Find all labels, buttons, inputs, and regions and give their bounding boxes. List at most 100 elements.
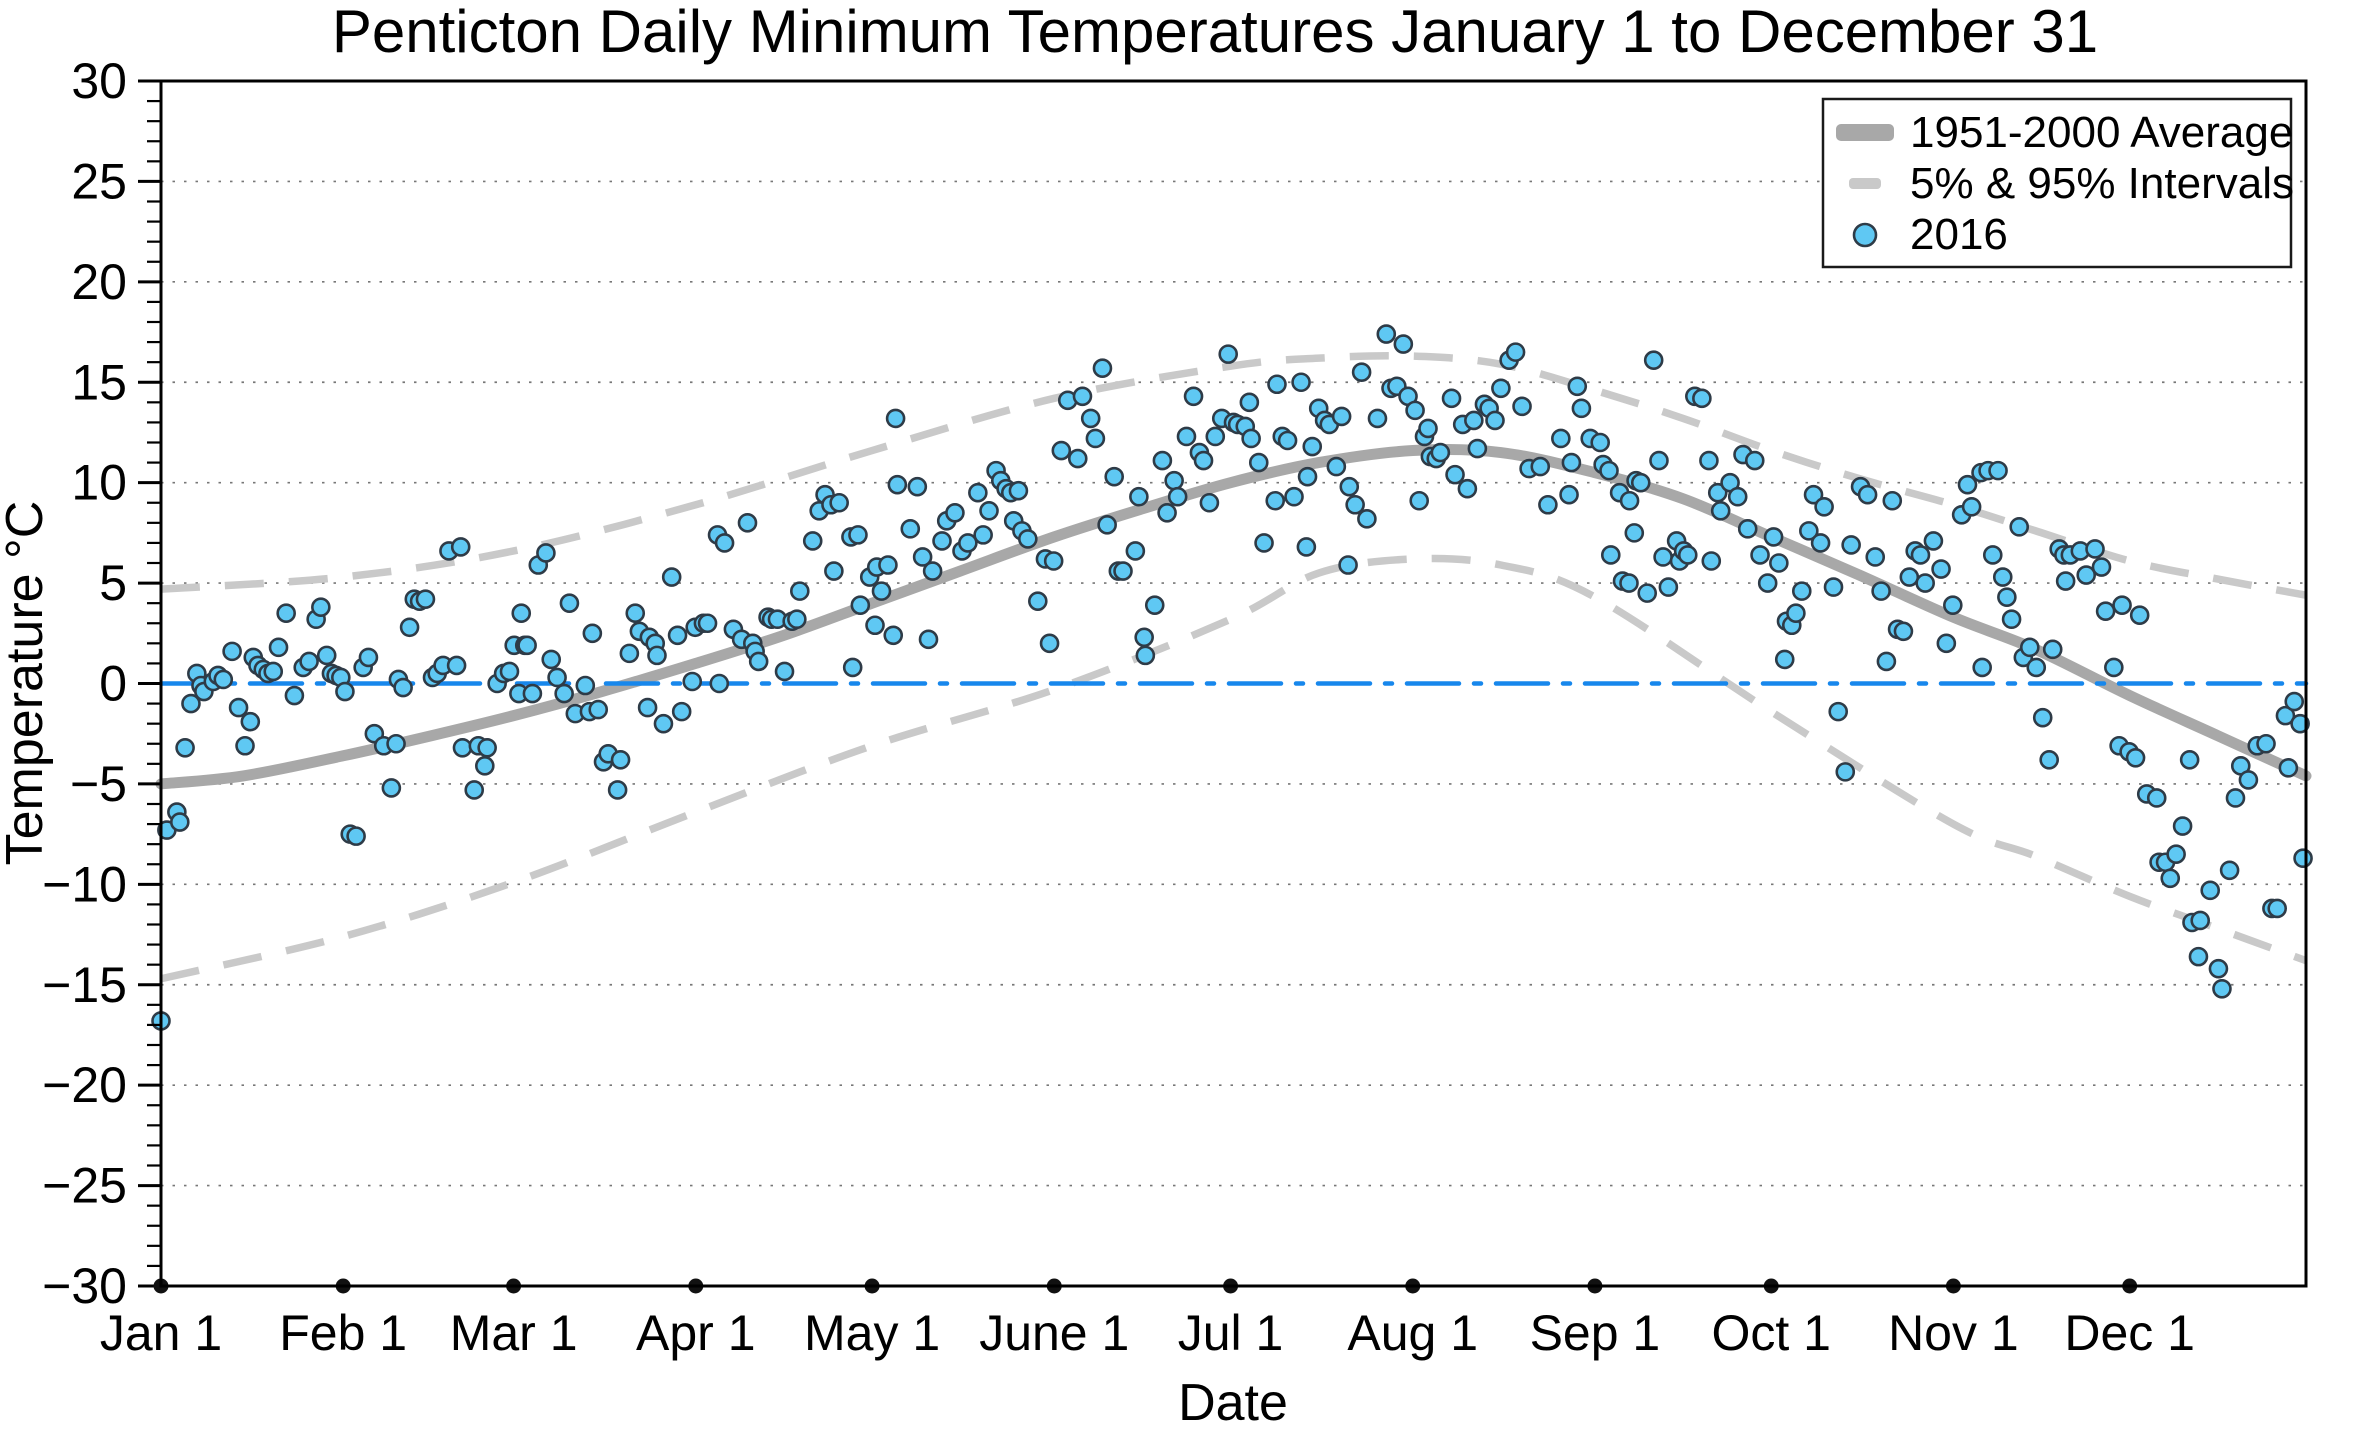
- legend-item-average: 1951-2000 Average: [1910, 108, 2293, 157]
- data-point-2016: [653, 713, 674, 734]
- data-point-2016: [932, 531, 952, 551]
- data-point-2016: [1326, 456, 1347, 477]
- y-tick-label: 20: [71, 254, 127, 310]
- data-point-2016: [1393, 334, 1414, 354]
- data-point-2016: [885, 408, 906, 429]
- curves: [155, 352, 2312, 983]
- data-point-2016: [276, 603, 296, 624]
- data-point-2016: [1409, 490, 1430, 511]
- data-point-2016: [268, 637, 289, 658]
- data-point-2016: [1961, 496, 1982, 517]
- data-point-2016: [346, 826, 366, 846]
- upper-95-interval-line: [160, 352, 2307, 599]
- data-point-2016: [1707, 482, 1728, 503]
- data-point-2016: [697, 613, 718, 634]
- y-tick-label: 0: [99, 656, 127, 712]
- data-point-2016: [517, 635, 537, 656]
- data-point-2016: [284, 685, 305, 706]
- data-point-2016: [2146, 788, 2167, 808]
- data-point-2016: [1199, 492, 1220, 513]
- data-point-2016: [1972, 657, 1992, 678]
- data-point-2016: [1931, 559, 1951, 579]
- data-point-2016: [1345, 494, 1365, 515]
- data-point-2016: [1129, 486, 1149, 507]
- data-point-2016: [2256, 733, 2276, 754]
- data-point-2016: [883, 625, 904, 646]
- data-point-2016: [2095, 601, 2116, 622]
- chart-title: Penticton Daily Minimum Temperatures Jan…: [332, 0, 2098, 65]
- data-point-2016: [2188, 946, 2209, 967]
- data-point-2016: [2267, 898, 2288, 919]
- data-point-2016: [547, 667, 567, 688]
- data-point-2016: [774, 661, 795, 682]
- data-point-2016: [1982, 545, 2003, 565]
- data-point-2016: [2019, 637, 2040, 658]
- data-point-2016: [335, 681, 355, 702]
- data-point-2016: [1871, 581, 1891, 601]
- legend-item-2016: 2016: [1910, 210, 2008, 259]
- data-point-2016: [1297, 466, 1318, 487]
- data-point-2016: [1658, 577, 1679, 597]
- data-point-2016: [2275, 705, 2296, 726]
- data-point-2016: [1039, 633, 1060, 654]
- data-point-2016: [1080, 408, 1101, 429]
- data-point-2016: [2055, 571, 2076, 591]
- data-point-2016: [1865, 547, 1886, 567]
- data-point-2016: [2076, 565, 2097, 585]
- y-tick-label: −15: [42, 957, 127, 1013]
- data-point-2016: [912, 547, 933, 567]
- data-point-2016: [1241, 428, 1261, 449]
- data-point-2016: [1113, 561, 1133, 581]
- data-point-2016: [1125, 541, 1146, 561]
- data-point-2016: [1248, 452, 1269, 473]
- data-point-2016: [1750, 545, 1770, 565]
- data-point-2016: [1841, 535, 1861, 555]
- data-point-2016: [1710, 500, 1731, 521]
- data-point-2016: [1643, 350, 1664, 370]
- data-point-2016: [1367, 408, 1388, 429]
- data-point-2016: [1744, 450, 1765, 471]
- data-point-2016: [1551, 428, 1571, 449]
- data-point-2016: [871, 581, 892, 601]
- data-point-2016: [1183, 386, 1204, 407]
- data-point-2016: [446, 655, 467, 676]
- data-point-2016: [1097, 515, 1117, 535]
- y-tick-label: −25: [42, 1158, 127, 1214]
- data-point-2016: [2032, 707, 2053, 728]
- y-tick-label: 10: [71, 455, 127, 511]
- data-point-2016: [2208, 958, 2229, 979]
- data-point-2016: [235, 735, 255, 756]
- data-point-2016: [559, 593, 580, 613]
- data-point-2016: [386, 733, 406, 754]
- data-point-2016: [1882, 490, 1903, 511]
- data-point-2016: [1338, 555, 1358, 575]
- y-tick-label: −10: [42, 856, 127, 912]
- data-point-2016: [2026, 657, 2047, 678]
- data-point-2016: [1018, 529, 1038, 549]
- data-point-2016: [1757, 573, 1778, 593]
- data-point-2016: [918, 629, 939, 650]
- data-point-2016: [2190, 910, 2211, 931]
- data-point-2016: [1152, 450, 1173, 471]
- data-point-2016: [1512, 396, 1532, 417]
- data-point-2016: [511, 603, 532, 624]
- data-point-2016: [2166, 844, 2186, 865]
- data-point-2016: [907, 476, 928, 497]
- data-point-2016: [1619, 573, 1639, 593]
- interval-dash-swatch-icon: [1849, 178, 1881, 189]
- legend-item-intervals: 5% & 95% Intervals: [1910, 159, 2294, 208]
- data-point-2016: [1104, 466, 1125, 487]
- data-point-2016: [1599, 460, 1619, 481]
- data-point-2016: [2179, 750, 2200, 770]
- data-point-2016: [848, 525, 868, 545]
- data-point-2016: [1277, 430, 1298, 451]
- data-point-2016: [748, 651, 769, 672]
- data-point-2016: [415, 589, 436, 609]
- data-point-2016: [1637, 583, 1658, 603]
- data-point-2016: [1205, 426, 1226, 447]
- data-point-2016: [1786, 603, 1806, 624]
- data-point-2016: [575, 675, 596, 696]
- data-point-2016: [1899, 567, 1920, 587]
- data-point-2016: [2042, 639, 2063, 660]
- data-point-2016: [1619, 490, 1640, 511]
